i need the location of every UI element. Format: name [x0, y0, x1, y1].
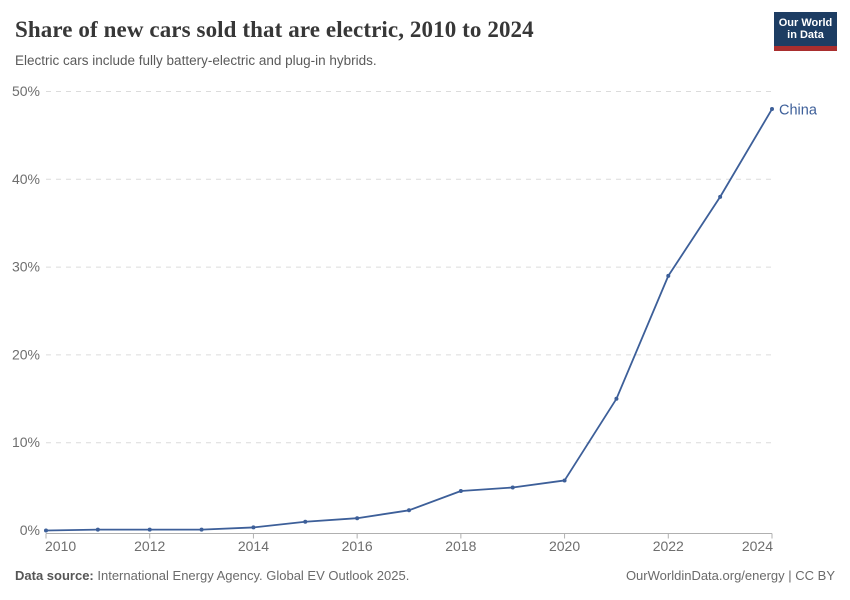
x-axis-tick-label: 2020	[549, 538, 580, 554]
owid-logo-line2: in Data	[787, 29, 824, 41]
x-axis-tick-label: 2014	[238, 538, 269, 554]
x-axis-tick-label: 2022	[653, 538, 684, 554]
y-axis-tick-label: 20%	[12, 346, 40, 362]
y-axis-tick-label: 30%	[12, 259, 40, 275]
data-source-text: International Energy Agency. Global EV O…	[93, 568, 410, 583]
owid-logo-line1: Our World	[778, 16, 833, 29]
owid-logo[interactable]: Our World in Data	[774, 12, 837, 51]
data-source-label: Data source:	[15, 568, 94, 583]
data-point-marker	[718, 194, 723, 199]
owid-logo-accent-bar	[774, 46, 837, 51]
data-point-marker	[666, 273, 671, 278]
chart-subtitle: Electric cars include fully battery-elec…	[15, 53, 377, 68]
chart-footer: Data source: International Energy Agency…	[15, 568, 835, 583]
y-axis-tick-label: 10%	[12, 434, 40, 450]
data-point-marker	[458, 488, 463, 493]
y-axis-tick-label: 50%	[12, 83, 40, 99]
data-point-marker	[355, 516, 360, 521]
data-source-note: Data source: International Energy Agency…	[15, 568, 409, 583]
data-point-marker	[44, 528, 48, 533]
data-point-marker	[251, 525, 256, 530]
x-axis-tick-label: 2018	[445, 538, 476, 554]
data-point-marker	[614, 396, 619, 401]
data-point-marker	[562, 478, 567, 483]
y-axis-tick-label: 0%	[20, 522, 40, 538]
data-point-marker	[303, 519, 308, 524]
x-axis-tick-label: 2012	[134, 538, 165, 554]
data-point-marker	[407, 508, 411, 513]
data-point-marker	[95, 527, 100, 532]
data-point-marker	[147, 527, 152, 532]
y-axis-tick-label: 40%	[12, 171, 40, 187]
x-axis-tick-label: 2016	[342, 538, 373, 554]
data-point-marker	[510, 485, 515, 490]
x-axis-tick-label: 2024	[742, 538, 773, 554]
x-axis-tick-label: 2010	[45, 538, 76, 554]
series-end-label-china[interactable]: China	[779, 103, 818, 119]
series-line-china[interactable]	[45, 108, 773, 532]
data-point-marker	[199, 527, 204, 532]
page-title: Share of new cars sold that are electric…	[15, 17, 534, 42]
license-note[interactable]: OurWorldinData.org/energy | CC BY	[625, 568, 835, 583]
data-point-marker	[770, 107, 774, 112]
